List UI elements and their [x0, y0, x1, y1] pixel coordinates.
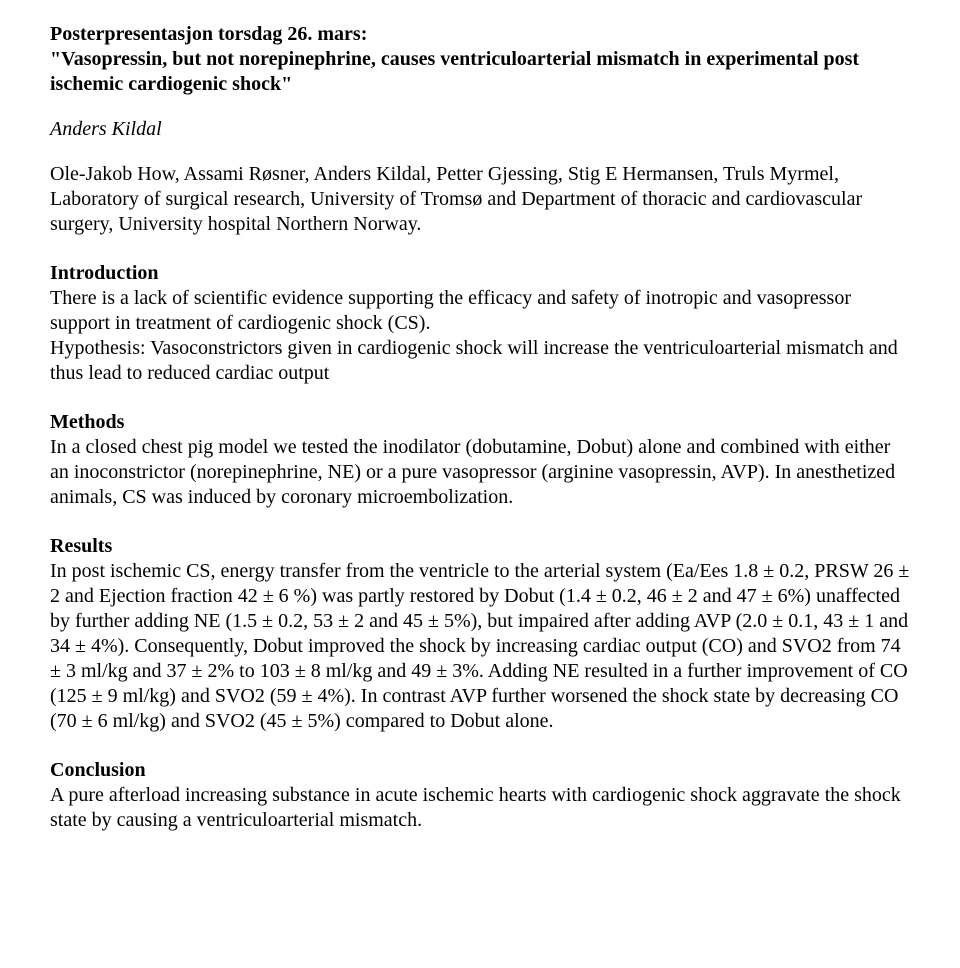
conclusion-heading: Conclusion [50, 758, 910, 783]
paper-title: "Vasopressin, but not norepinephrine, ca… [50, 47, 910, 97]
spacer [50, 237, 910, 261]
methods-body: In a closed chest pig model we tested th… [50, 435, 910, 510]
affiliation-text: Ole-Jakob How, Assami Røsner, Anders Kil… [50, 162, 910, 237]
introduction-body: There is a lack of scientific evidence s… [50, 286, 910, 386]
spacer [50, 734, 910, 758]
introduction-heading: Introduction [50, 261, 910, 286]
methods-heading: Methods [50, 410, 910, 435]
conclusion-body: A pure afterload increasing substance in… [50, 783, 910, 833]
spacer [50, 510, 910, 534]
author-name: Anders Kildal [50, 117, 910, 142]
results-body: In post ischemic CS, energy transfer fro… [50, 559, 910, 734]
spacer [50, 97, 910, 117]
session-line: Posterpresentasjon torsdag 26. mars: [50, 22, 910, 47]
results-heading: Results [50, 534, 910, 559]
spacer [50, 142, 910, 162]
spacer [50, 386, 910, 410]
